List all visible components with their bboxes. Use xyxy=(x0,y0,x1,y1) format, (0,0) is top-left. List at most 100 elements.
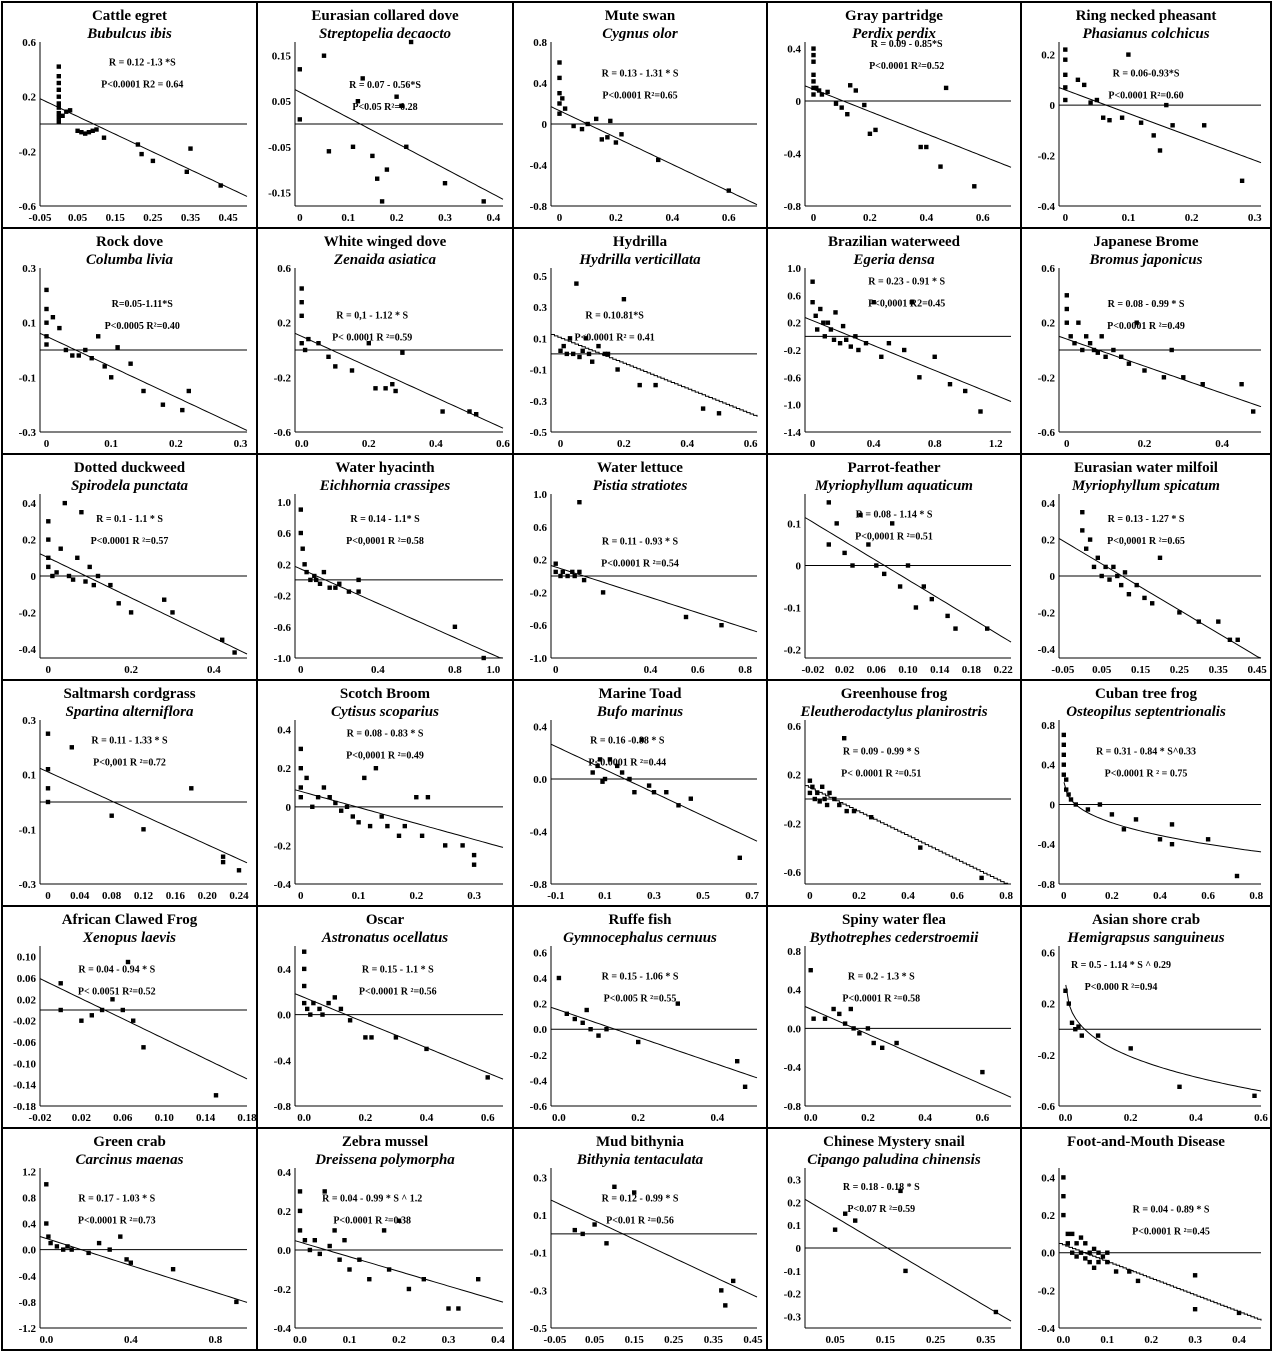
data-point xyxy=(913,605,919,610)
y-tick-label: -0.6 xyxy=(784,372,802,384)
data-point xyxy=(651,790,657,795)
y-tick-label: 0.2 xyxy=(787,1197,801,1209)
panel-subtitle: Eleutherodactylus planirostris xyxy=(799,704,987,720)
data-point xyxy=(118,1234,123,1239)
panel-title: Marine Toad xyxy=(599,686,683,702)
x-tick-label: 0.1 xyxy=(1100,1334,1114,1346)
data-point xyxy=(384,167,390,172)
panel-title: Zebra mussel xyxy=(342,1134,428,1150)
data-point xyxy=(110,997,115,1002)
y-tick-label: 0.2 xyxy=(22,535,36,547)
data-point xyxy=(943,85,949,91)
y-tick-label: 0.1 xyxy=(787,518,801,530)
data-point xyxy=(811,1016,816,1021)
data-point xyxy=(1087,537,1093,542)
data-point xyxy=(83,347,88,353)
data-point xyxy=(60,113,65,118)
data-point xyxy=(813,313,818,318)
x-tick-label: 0.15 xyxy=(1131,664,1151,676)
data-point xyxy=(56,101,61,106)
data-point xyxy=(75,555,80,560)
data-point xyxy=(101,135,107,140)
data-point xyxy=(220,854,226,859)
panel-title: Saltmarsh cordgrass xyxy=(63,686,195,702)
data-point xyxy=(1061,1175,1066,1180)
y-tick-label: -0.1 xyxy=(784,603,801,615)
data-point xyxy=(831,337,837,342)
data-point xyxy=(46,519,51,524)
y-tick-label: 0.3 xyxy=(533,302,547,314)
data-point xyxy=(848,344,853,349)
x-tick-label: 0.2 xyxy=(1105,890,1119,902)
x-tick-label: 0.25 xyxy=(664,1334,684,1346)
x-tick-label: 0.4 xyxy=(1215,438,1229,450)
data-point xyxy=(327,795,332,800)
data-point xyxy=(890,521,895,526)
data-point xyxy=(128,361,133,366)
data-point xyxy=(302,966,307,972)
data-point xyxy=(393,388,398,394)
x-tick-label: 0.4 xyxy=(1189,1112,1203,1124)
x-tick-label: 0 xyxy=(298,890,304,902)
data-point xyxy=(89,1013,94,1018)
regression-line xyxy=(1059,1243,1262,1321)
data-point xyxy=(1133,817,1139,822)
stats-annotation: R = 0.04 - 0.99 * S ^ 1.2 xyxy=(322,1193,422,1204)
data-point xyxy=(1085,807,1091,812)
data-point xyxy=(945,613,950,619)
data-point xyxy=(929,596,934,602)
data-point xyxy=(396,833,402,838)
y-tick-label: -1.0 xyxy=(784,400,802,412)
data-point xyxy=(1068,797,1074,802)
data-point xyxy=(615,763,620,769)
data-point xyxy=(947,382,953,387)
data-point xyxy=(1097,802,1103,807)
panel-29: Chinese Mystery snail Cipango paludina ch… xyxy=(766,1127,1022,1351)
data-point xyxy=(600,590,606,595)
data-point xyxy=(560,96,565,101)
data-point xyxy=(1095,350,1100,355)
data-point xyxy=(298,766,303,771)
y-tick-label: 0 xyxy=(1050,799,1056,811)
stats-annotation: P<0.0001 R ²=0.45 xyxy=(1132,1226,1210,1237)
data-point xyxy=(298,795,303,800)
x-tick-label: 0.06 xyxy=(113,1112,133,1124)
y-tick-label: -0.3 xyxy=(530,396,548,408)
data-point xyxy=(604,1241,609,1246)
data-point xyxy=(456,1306,461,1311)
y-tick-label: -0.5 xyxy=(530,427,548,439)
data-point xyxy=(1119,115,1125,120)
stats-annotation: R = 0.04 - 0.89 * S xyxy=(1133,1204,1210,1215)
panel-subtitle: Hydrilla verticillata xyxy=(578,252,701,268)
data-point xyxy=(1074,1254,1079,1259)
data-point xyxy=(1192,1273,1198,1278)
x-tick-label: 0.2 xyxy=(852,890,866,902)
data-point xyxy=(1076,1024,1081,1029)
data-point xyxy=(596,343,601,349)
data-point xyxy=(1080,528,1085,533)
data-point xyxy=(656,157,661,163)
data-point xyxy=(1227,637,1233,642)
data-point xyxy=(1074,1241,1079,1246)
data-point xyxy=(326,149,332,154)
data-point xyxy=(832,1227,838,1232)
data-point xyxy=(304,775,309,781)
data-point xyxy=(333,800,338,806)
y-tick-label: 0.2 xyxy=(277,559,291,571)
data-point xyxy=(557,60,562,65)
stats-annotation: R = 0.04 - 0.94 * S xyxy=(78,965,155,976)
data-point xyxy=(321,53,327,58)
data-point xyxy=(362,775,367,781)
data-point xyxy=(818,306,823,312)
data-point xyxy=(186,388,191,394)
data-point xyxy=(590,359,595,364)
data-point xyxy=(646,783,652,788)
x-tick-label: 0.1 xyxy=(1122,212,1136,224)
data-point xyxy=(102,364,107,369)
data-point xyxy=(815,327,820,332)
y-tick-label: 0.3 xyxy=(533,1172,547,1184)
data-point xyxy=(44,342,49,347)
data-point xyxy=(56,80,61,86)
data-point xyxy=(299,300,304,305)
